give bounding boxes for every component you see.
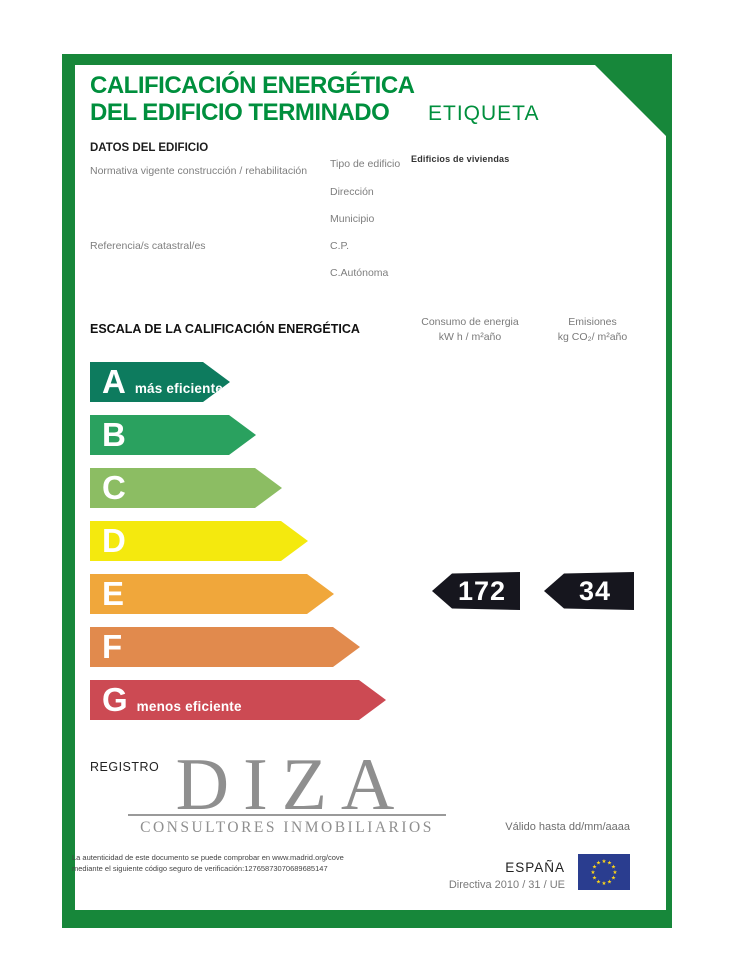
- directive-label: Directiva 2010 / 31 / UE: [448, 879, 565, 891]
- valid-until-label: Válido hasta dd/mm/aaaa: [505, 821, 630, 833]
- rating-arrow-g: G menos eficiente: [90, 680, 386, 720]
- fineprint-line2: mediante el siguiente código seguro de v…: [72, 864, 328, 873]
- page-border-frame: [62, 54, 672, 928]
- emisiones-header-line1: Emisiones: [568, 316, 617, 328]
- svg-text:★: ★: [611, 864, 616, 871]
- svg-text:★: ★: [607, 879, 612, 886]
- verification-fineprint: La autenticidad de este documento se pue…: [72, 852, 344, 874]
- field-label-municipio: Municipio: [330, 213, 375, 225]
- consumo-value-marker: 172: [432, 572, 520, 610]
- field-label-referencia-catastral: Referencia/s catastral/es: [90, 240, 206, 252]
- rating-letter-e: E: [102, 575, 125, 612]
- rating-letter-g: G: [102, 681, 128, 718]
- field-label-comunidad-autonoma: C.Autónoma: [330, 267, 389, 279]
- consumo-column-header: Consumo de energia kW h / m²año: [405, 315, 535, 345]
- rating-arrow-f: F: [90, 627, 360, 667]
- svg-text:★: ★: [611, 875, 616, 882]
- rating-arrow-a: A más eficiente: [90, 362, 230, 402]
- country-label: ESPAÑA: [505, 860, 565, 875]
- rating-arrow-c: C: [90, 468, 282, 508]
- field-label-tipo-edificio: Tipo de edificio: [330, 158, 401, 170]
- page-title-line1: CALIFICACIÓN ENERGÉTICA: [90, 72, 415, 99]
- svg-text:★: ★: [607, 860, 612, 867]
- emisiones-column-header: Emisiones kg CO₂/ m²año: [535, 315, 650, 345]
- svg-text:★: ★: [596, 879, 601, 886]
- rating-sublabel-menos-eficiente: menos eficiente: [136, 698, 242, 714]
- svg-text:★: ★: [592, 864, 597, 871]
- scale-section-title: ESCALA DE LA CALIFICACIÓN ENERGÉTICA: [90, 322, 360, 336]
- rating-letter-f: F: [102, 628, 123, 665]
- rating-letter-d: D: [102, 522, 126, 559]
- svg-text:★: ★: [591, 869, 596, 876]
- diza-logo-name: DIZA: [175, 744, 409, 826]
- registro-label: REGISTRO: [90, 760, 160, 774]
- rating-arrow-e: E: [90, 574, 334, 614]
- field-label-direccion: Dirección: [330, 186, 374, 198]
- eu-flag-icon: ★ ★ ★ ★ ★ ★ ★ ★ ★ ★ ★ ★: [578, 854, 630, 890]
- emisiones-header-units: kg CO₂/ m²año: [557, 331, 628, 343]
- diza-logo: DIZA CONSULTORES INMOBILIARIOS: [128, 748, 446, 837]
- svg-text:★: ★: [596, 860, 601, 867]
- consumo-header-line1: Consumo de energia: [421, 316, 519, 328]
- field-label-normativa: Normativa vigente construcción / rehabil…: [90, 165, 308, 177]
- svg-text:★: ★: [602, 880, 607, 887]
- rating-letter-a: A: [102, 363, 126, 400]
- svg-text:★: ★: [592, 875, 597, 882]
- rating-letter-b: B: [102, 416, 126, 453]
- rating-arrow-d: D: [90, 521, 308, 561]
- fineprint-line1: La autenticidad de este documento se pue…: [72, 853, 344, 862]
- field-value-tipo-edificio: Edificios de viviendas: [411, 154, 510, 164]
- svg-text:★: ★: [613, 869, 618, 876]
- building-data-section-title: DATOS DEL EDIFICIO: [90, 142, 209, 154]
- rating-letter-c: C: [102, 469, 126, 506]
- rating-sublabel-mas-eficiente: más eficiente: [134, 380, 223, 396]
- consumo-header-units: kW h / m²año: [438, 331, 502, 343]
- emisiones-value-marker: 34: [544, 572, 634, 610]
- rating-arrow-b: B: [90, 415, 256, 455]
- diza-logo-rule: [128, 814, 446, 816]
- diza-logo-subtitle: CONSULTORES INMOBILIARIOS: [140, 819, 434, 836]
- field-label-cp: C.P.: [330, 240, 350, 252]
- page-title-line2: DEL EDIFICIO TERMINADO: [90, 99, 390, 126]
- svg-text:★: ★: [602, 858, 607, 865]
- etiqueta-label: ETIQUETA: [428, 102, 540, 125]
